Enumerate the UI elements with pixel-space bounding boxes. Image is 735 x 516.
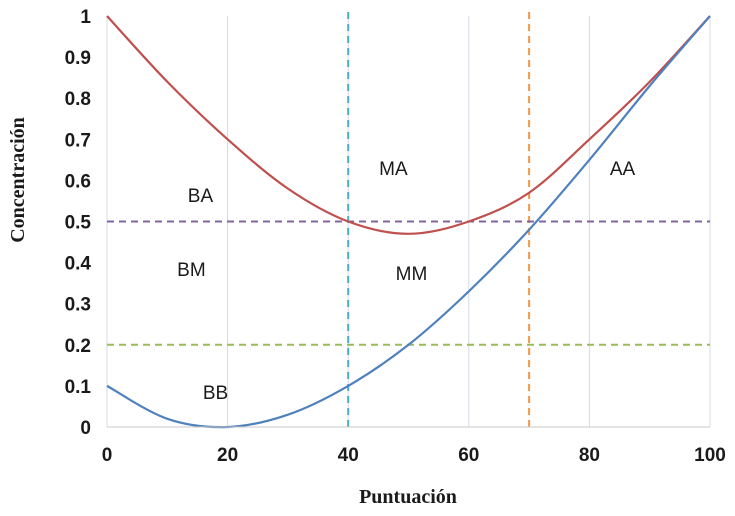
region-labels: BA BM BB MA MM AA	[177, 159, 635, 404]
x-tick-label: 100	[694, 445, 726, 466]
y-tick-label: 0	[80, 418, 91, 439]
y-tick-label: 0.8	[65, 89, 91, 110]
region-label: BM	[177, 260, 206, 281]
x-tick-label: 0	[102, 445, 113, 466]
y-tick-label: 0.3	[65, 295, 91, 316]
y-tick-label: 0.9	[65, 48, 91, 69]
axes: 0 20 40 60 80 100 0 0.1 0.2 0.3 0.4 0.5 0.6 0.7 0.8 0.9…	[65, 7, 726, 466]
region-label: AA	[610, 159, 636, 180]
y-tick-label: 1	[80, 7, 91, 28]
x-tick-label: 20	[217, 445, 238, 466]
y-tick-label: 0.5	[65, 213, 92, 234]
region-label: BB	[203, 383, 228, 404]
region-label: BA	[188, 186, 214, 207]
x-tick-label: 40	[338, 445, 359, 466]
x-tick-label: 80	[579, 445, 600, 466]
region-label: MM	[396, 264, 428, 285]
x-tick-label: 60	[458, 445, 479, 466]
y-tick-label: 0.6	[65, 171, 91, 192]
y-tick-label: 0.2	[65, 336, 91, 357]
series-curve-0	[106, 15, 711, 235]
y-tick-label: 0.7	[65, 130, 91, 151]
y-tick-label: 0.4	[65, 254, 92, 275]
y-axis-label: Concentración	[7, 117, 29, 243]
reference-lines	[107, 12, 710, 427]
x-axis-label: Puntuación	[359, 486, 457, 508]
y-tick-label: 0.1	[65, 377, 92, 398]
region-label: MA	[379, 159, 408, 180]
